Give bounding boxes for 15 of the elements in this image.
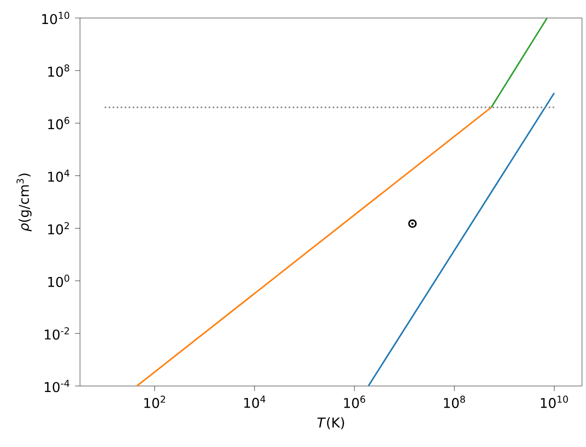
x-axis-title: T(K) (317, 417, 344, 430)
x-tick-label: 10$^{10}$ (540, 396, 568, 408)
y-axis-title: ρ(g/cm$^{3}$) (16, 174, 32, 232)
y-tick-label: 10$^{6}$ (48, 116, 70, 130)
y-tick-label: 10$^{-2}$ (44, 327, 69, 340)
x-tick-label: 10$^{8}$ (444, 396, 465, 408)
y-tick-label: 10$^{2}$ (48, 222, 69, 234)
y-tick-label: 10$^{8}$ (48, 64, 70, 77)
x-tick-label: 10$^{6}$ (344, 396, 366, 408)
x-tick-label: 10$^{4}$ (244, 396, 266, 408)
x-tick-label: 10$^{2}$ (144, 396, 166, 408)
y-tick-label: 10$^{10}$ (42, 12, 70, 24)
y-tick-label: 10$^{4}$ (48, 170, 70, 182)
y-tick-label: 10$^{-4}$ (44, 380, 70, 392)
y-tick-label: 10$^{0}$ (48, 274, 70, 288)
